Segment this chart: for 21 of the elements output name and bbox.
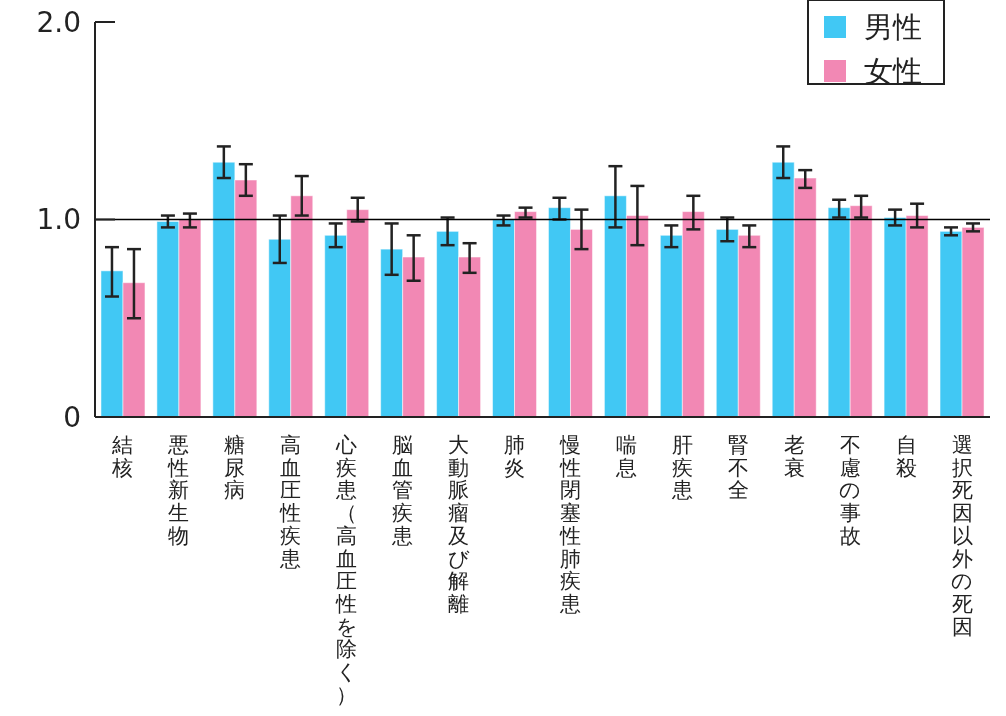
category-label: 心疾患（高血圧性を除く） xyxy=(335,433,358,707)
category-label: 選択死因以外の死因 xyxy=(951,433,974,639)
x-tick-label: 自殺 xyxy=(895,433,917,480)
y-tick-label: 0 xyxy=(63,400,81,434)
x-tick-label: 悪性新生物 xyxy=(167,433,190,548)
legend-label: 男性 xyxy=(864,10,922,44)
x-tick-label: 老衰 xyxy=(783,433,805,480)
legend-label: 女性 xyxy=(864,54,922,88)
x-tick-label: 肺炎 xyxy=(504,433,526,480)
x-tick-label: 糖尿病 xyxy=(224,433,246,503)
x-tick-label: 脳血管疾患 xyxy=(391,433,414,548)
x-tick-label: 腎不全 xyxy=(727,433,749,503)
y-tick-label: 1.0 xyxy=(36,203,81,236)
x-tick-label: 喘息 xyxy=(614,433,637,480)
x-tick-label: 肝疾患 xyxy=(670,433,693,503)
x-tick-label: 不慮の事故 xyxy=(839,433,862,548)
x-tick-label: 慢性閉塞性肺疾患 xyxy=(558,433,581,616)
y-tick-label: 2.0 xyxy=(36,5,81,39)
x-tick-label: 大動脈瘤及び解離 xyxy=(447,433,470,616)
x-tick-label: 結核 xyxy=(111,433,134,480)
x-tick-label: 高血圧性疾患 xyxy=(279,433,302,571)
